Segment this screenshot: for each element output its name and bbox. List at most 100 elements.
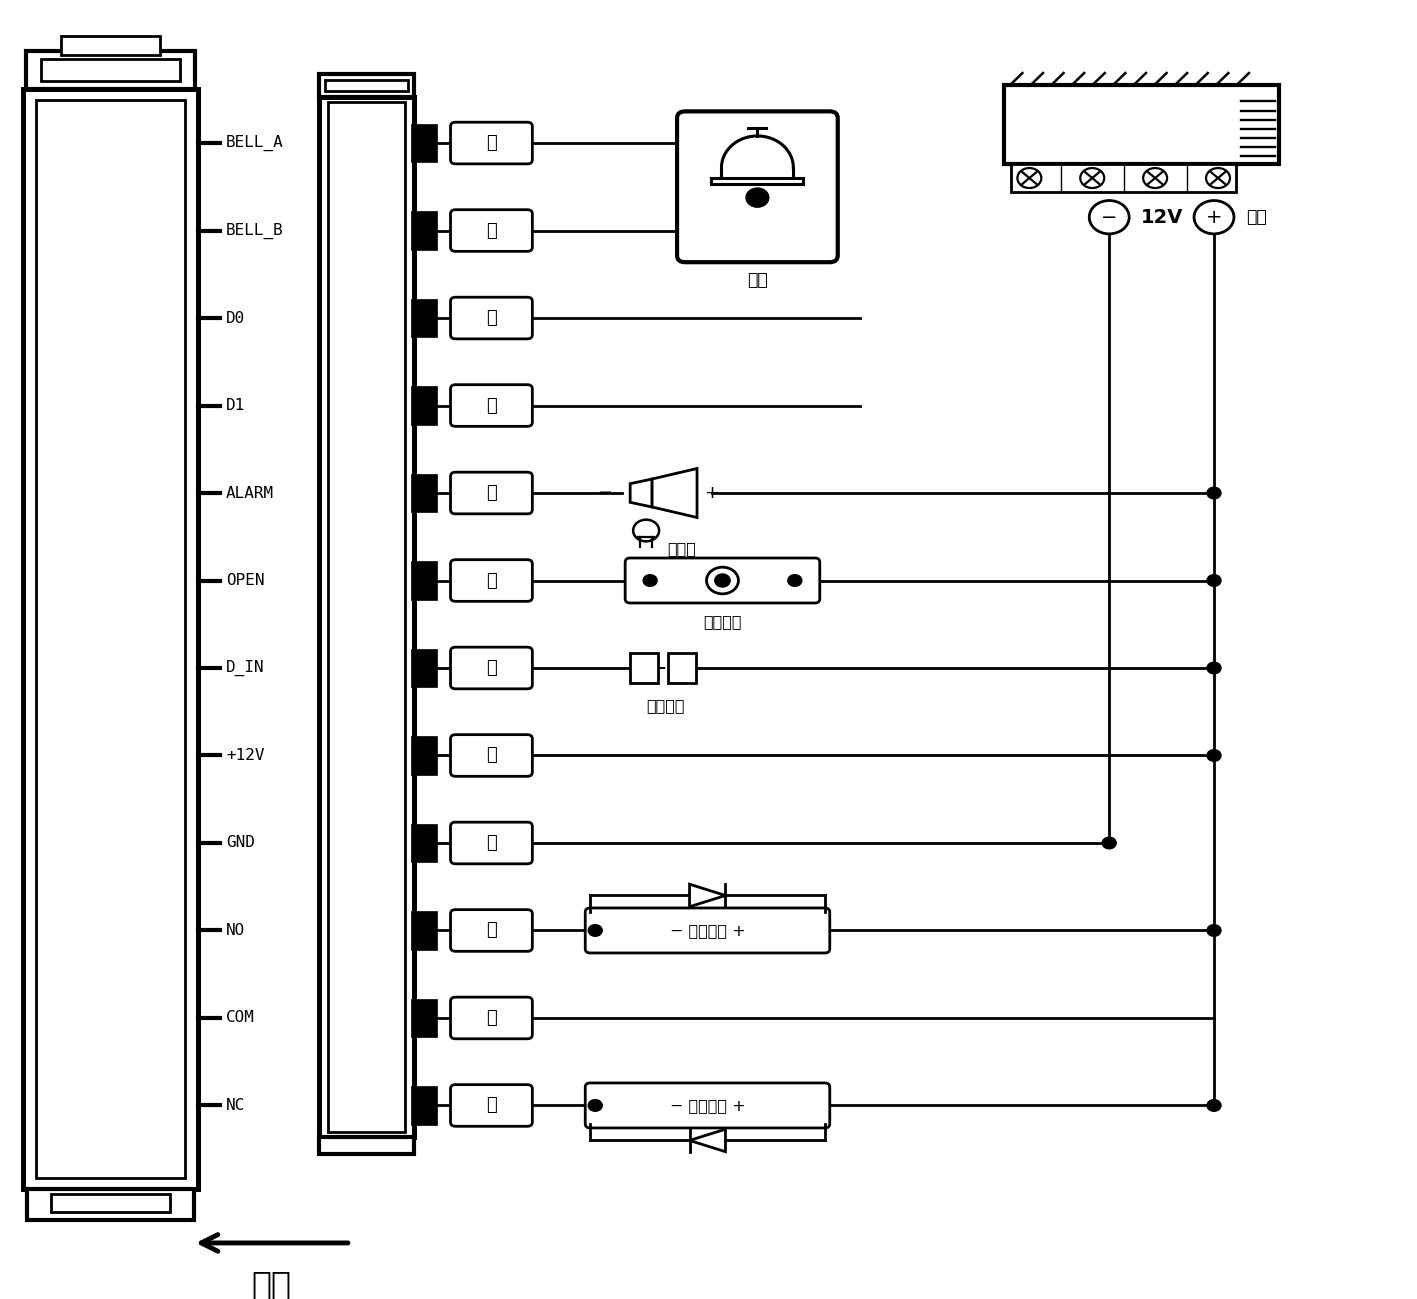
Circle shape xyxy=(1195,200,1234,234)
Bar xyxy=(631,653,657,683)
Bar xyxy=(411,123,436,162)
Circle shape xyxy=(1080,168,1104,188)
FancyBboxPatch shape xyxy=(451,122,533,164)
Bar xyxy=(327,103,405,1133)
Text: ALARM: ALARM xyxy=(225,486,273,500)
Text: 接入: 接入 xyxy=(252,1268,292,1299)
Bar xyxy=(411,299,436,338)
Text: −: − xyxy=(1101,208,1118,227)
Bar xyxy=(411,212,436,249)
Polygon shape xyxy=(631,479,652,507)
Circle shape xyxy=(588,925,602,937)
Bar xyxy=(37,100,186,1178)
Bar xyxy=(411,999,436,1037)
Bar xyxy=(411,561,436,600)
Text: −: − xyxy=(597,485,612,501)
Bar xyxy=(411,474,436,512)
Text: D1: D1 xyxy=(225,397,245,413)
Text: 白: 白 xyxy=(486,396,497,414)
Bar xyxy=(41,58,180,82)
Bar xyxy=(667,653,696,683)
Bar xyxy=(1012,164,1236,192)
Bar xyxy=(411,1086,436,1125)
Text: 粉: 粉 xyxy=(486,222,497,239)
Text: − 断电开锁 +: − 断电开锁 + xyxy=(670,1098,745,1113)
FancyBboxPatch shape xyxy=(451,385,533,426)
Text: 报警器: 报警器 xyxy=(667,542,697,556)
Circle shape xyxy=(747,188,768,207)
Circle shape xyxy=(1207,925,1221,937)
Circle shape xyxy=(707,568,738,594)
Text: BELL_A: BELL_A xyxy=(225,135,283,151)
Text: +12V: +12V xyxy=(225,748,265,763)
FancyBboxPatch shape xyxy=(451,209,533,252)
Bar xyxy=(319,74,414,97)
Polygon shape xyxy=(652,469,697,517)
Text: +: + xyxy=(704,485,718,501)
FancyBboxPatch shape xyxy=(451,472,533,514)
FancyBboxPatch shape xyxy=(451,735,533,777)
Circle shape xyxy=(716,574,730,586)
Circle shape xyxy=(1090,200,1129,234)
Text: 红: 红 xyxy=(486,747,497,765)
Circle shape xyxy=(1207,487,1221,499)
Circle shape xyxy=(788,574,802,586)
Bar xyxy=(411,912,436,950)
Bar xyxy=(324,79,408,91)
FancyBboxPatch shape xyxy=(677,112,837,262)
Polygon shape xyxy=(690,885,726,907)
Polygon shape xyxy=(690,1129,726,1152)
FancyBboxPatch shape xyxy=(451,822,533,864)
Bar xyxy=(51,1194,170,1212)
Bar xyxy=(319,97,414,1137)
Text: 门铃: 门铃 xyxy=(747,270,768,288)
Text: 灰: 灰 xyxy=(486,485,497,501)
Text: 棕: 棕 xyxy=(486,659,497,677)
Text: +: + xyxy=(1206,208,1223,227)
Circle shape xyxy=(1017,168,1041,188)
Circle shape xyxy=(1206,168,1230,188)
Bar xyxy=(27,1189,194,1221)
FancyBboxPatch shape xyxy=(451,909,533,951)
Bar xyxy=(411,386,436,425)
Text: NC: NC xyxy=(225,1098,245,1113)
Bar xyxy=(23,88,198,1189)
Text: GND: GND xyxy=(225,835,255,851)
FancyBboxPatch shape xyxy=(585,1083,830,1128)
Text: − 通电开锁 +: − 通电开锁 + xyxy=(670,924,745,938)
Text: 12V: 12V xyxy=(1141,208,1183,227)
FancyBboxPatch shape xyxy=(625,559,820,603)
Text: 电源: 电源 xyxy=(1246,208,1267,226)
Circle shape xyxy=(1207,574,1221,586)
FancyBboxPatch shape xyxy=(451,998,533,1039)
Text: 紫: 紫 xyxy=(486,1009,497,1028)
Text: 出门按鈕: 出门按鈕 xyxy=(703,614,741,629)
Circle shape xyxy=(643,574,657,586)
Bar xyxy=(411,824,436,863)
Bar xyxy=(411,648,436,687)
Circle shape xyxy=(1207,750,1221,761)
Text: 蓝: 蓝 xyxy=(486,921,497,939)
Text: OPEN: OPEN xyxy=(225,573,265,588)
Text: BELL_B: BELL_B xyxy=(225,222,283,239)
Text: D0: D0 xyxy=(225,310,245,326)
Circle shape xyxy=(633,520,659,542)
FancyBboxPatch shape xyxy=(451,297,533,339)
Text: COM: COM xyxy=(225,1011,255,1025)
FancyBboxPatch shape xyxy=(451,647,533,688)
Circle shape xyxy=(588,1100,602,1111)
Bar xyxy=(1005,84,1280,164)
Text: 粉: 粉 xyxy=(486,134,497,152)
Bar xyxy=(27,52,196,88)
Circle shape xyxy=(1207,662,1221,674)
Bar xyxy=(411,737,436,774)
Circle shape xyxy=(1144,168,1168,188)
FancyBboxPatch shape xyxy=(451,560,533,601)
Text: D_IN: D_IN xyxy=(225,660,265,675)
FancyBboxPatch shape xyxy=(585,908,830,953)
Text: 门磁开关: 门磁开关 xyxy=(646,698,684,713)
FancyBboxPatch shape xyxy=(451,1085,533,1126)
Text: 籕: 籕 xyxy=(486,309,497,327)
Text: NO: NO xyxy=(225,924,245,938)
Text: 黑: 黑 xyxy=(486,834,497,852)
